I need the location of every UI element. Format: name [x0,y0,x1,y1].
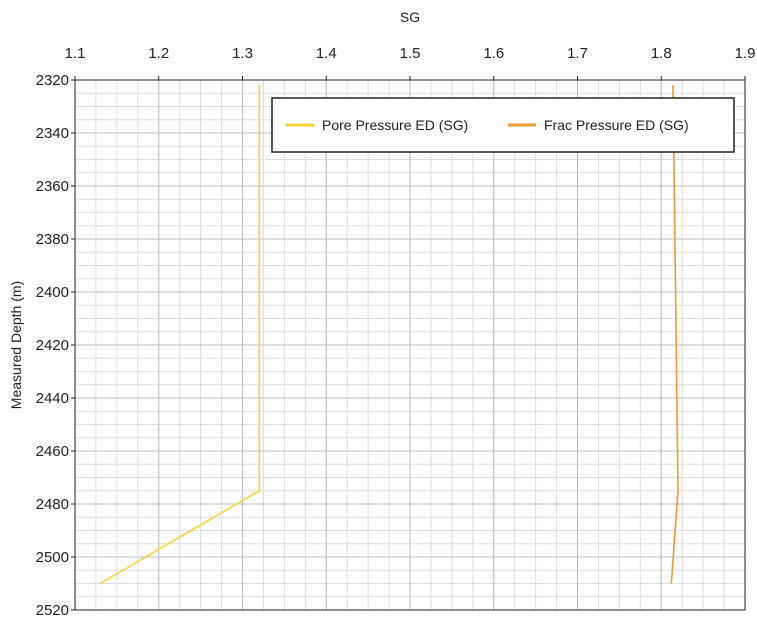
series-layer [99,85,679,585]
legend: Pore Pressure ED (SG) Frac Pressure ED (S… [271,97,735,153]
x-axis-title: SG [400,9,420,25]
y-axis-title: Measured Depth (m) [8,281,24,409]
x-tick-label: 1.9 [735,45,756,62]
x-axis-ticks: 1.1 1.2 1.3 1.4 1.5 1.6 1.7 1.8 1.9 [65,45,756,80]
y-tick-label: 2360 [36,178,69,195]
legend-label: Pore Pressure ED (SG) [322,117,468,133]
y-tick-label: 2340 [36,125,69,142]
x-tick-label: 1.8 [651,45,672,62]
x-tick-label: 1.3 [232,45,253,62]
series-line-frac-pressure [670,85,679,584]
y-tick-label: 2460 [36,443,69,460]
y-tick-label: 2440 [36,390,69,407]
y-axis-ticks: 2320 2340 2360 2380 2400 2420 2440 2460 2480 2500… [36,72,75,619]
x-tick-label: 1.1 [65,45,86,62]
x-tick-label: 1.4 [316,45,337,62]
legend-label: Frac Pressure ED (SG) [544,117,689,133]
x-tick-label: 1.5 [400,45,421,62]
y-tick-label: 2500 [36,549,69,566]
y-tick-label: 2380 [36,231,69,248]
x-tick-label: 1.7 [567,45,588,62]
y-tick-label: 2320 [36,72,69,89]
y-tick-label: 2520 [36,602,69,619]
series-line-pore-pressure [99,85,261,585]
y-tick-label: 2400 [36,284,69,301]
grid [74,79,746,611]
y-tick-label: 2420 [36,337,69,354]
x-tick-label: 1.2 [148,45,169,62]
x-tick-label: 1.6 [483,45,504,62]
legend-box [271,97,735,153]
y-tick-label: 2480 [36,496,69,513]
